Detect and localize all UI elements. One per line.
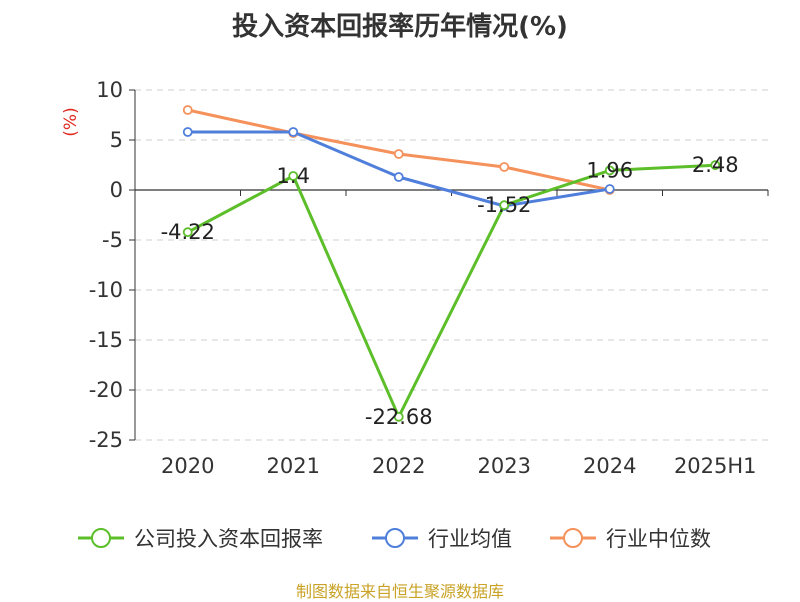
series-line [187, 163, 716, 419]
y-tick-label: -20 [89, 378, 123, 402]
data-point [288, 171, 299, 181]
legend: 公司投入资本回报率 行业均值 行业中位数 [78, 527, 711, 551]
legend-item: 行业中位数 [550, 527, 711, 551]
grid-lines [135, 89, 768, 441]
y-tick-label: 10 [96, 78, 123, 102]
x-tick-label: 2023 [478, 454, 531, 478]
data-label: -1.52 [477, 193, 531, 217]
x-tick-label: 2021 [267, 454, 320, 478]
data-label: -22.68 [365, 405, 433, 429]
data-point [499, 200, 510, 211]
data-point [288, 127, 299, 137]
legend-swatch-marker [563, 528, 583, 548]
legend-swatch-marker [91, 528, 111, 548]
y-tick-label: 0 [110, 178, 123, 202]
y-tick-label: -25 [89, 428, 123, 452]
legend-swatch-marker [385, 528, 405, 548]
y-tick-label: 5 [110, 128, 123, 152]
series-line [187, 130, 610, 208]
data-label: -4.22 [161, 220, 215, 244]
data-point [393, 411, 404, 422]
legend-item: 公司投入资本回报率 [78, 527, 323, 551]
series-lines [182, 105, 721, 422]
y-axis-label: (%) [61, 107, 81, 136]
x-tick-label: 2020 [161, 454, 214, 478]
data-point [604, 184, 615, 194]
data-label: 1.96 [586, 158, 633, 182]
data-labels: -4.22 1.4 -22.68 -1.52 1.96 2.48 [161, 153, 739, 429]
y-tick-label: -15 [89, 328, 123, 352]
legend-item: 行业均值 [372, 527, 512, 551]
data-point [182, 127, 193, 137]
y-tick-label: -5 [102, 228, 123, 252]
legend-label: 行业中位数 [606, 527, 711, 551]
data-point [393, 172, 404, 182]
x-tick-label: 2025H1 [674, 454, 757, 478]
y-tick-label: -10 [89, 278, 123, 302]
data-point [182, 227, 193, 238]
chart-title: 投入资本回报率历年情况(%) [232, 12, 568, 42]
x-tick-label: 2022 [372, 454, 425, 478]
axes: 10 5 0 -5 -10 -15 -20 -25 (%) 2020 2021 2022 2023 202… [61, 78, 769, 478]
data-point [499, 162, 510, 172]
source-note: 制图数据来自恒生聚源数据库 [295, 582, 504, 601]
x-tick-label: 2024 [583, 454, 636, 478]
legend-label: 行业均值 [428, 527, 512, 551]
data-label: 2.48 [692, 153, 739, 177]
data-point [604, 165, 615, 176]
data-point [710, 160, 721, 171]
data-point [182, 105, 193, 115]
data-point [393, 149, 404, 159]
data-label: 1.4 [277, 164, 310, 188]
legend-label: 公司投入资本回报率 [134, 527, 323, 551]
